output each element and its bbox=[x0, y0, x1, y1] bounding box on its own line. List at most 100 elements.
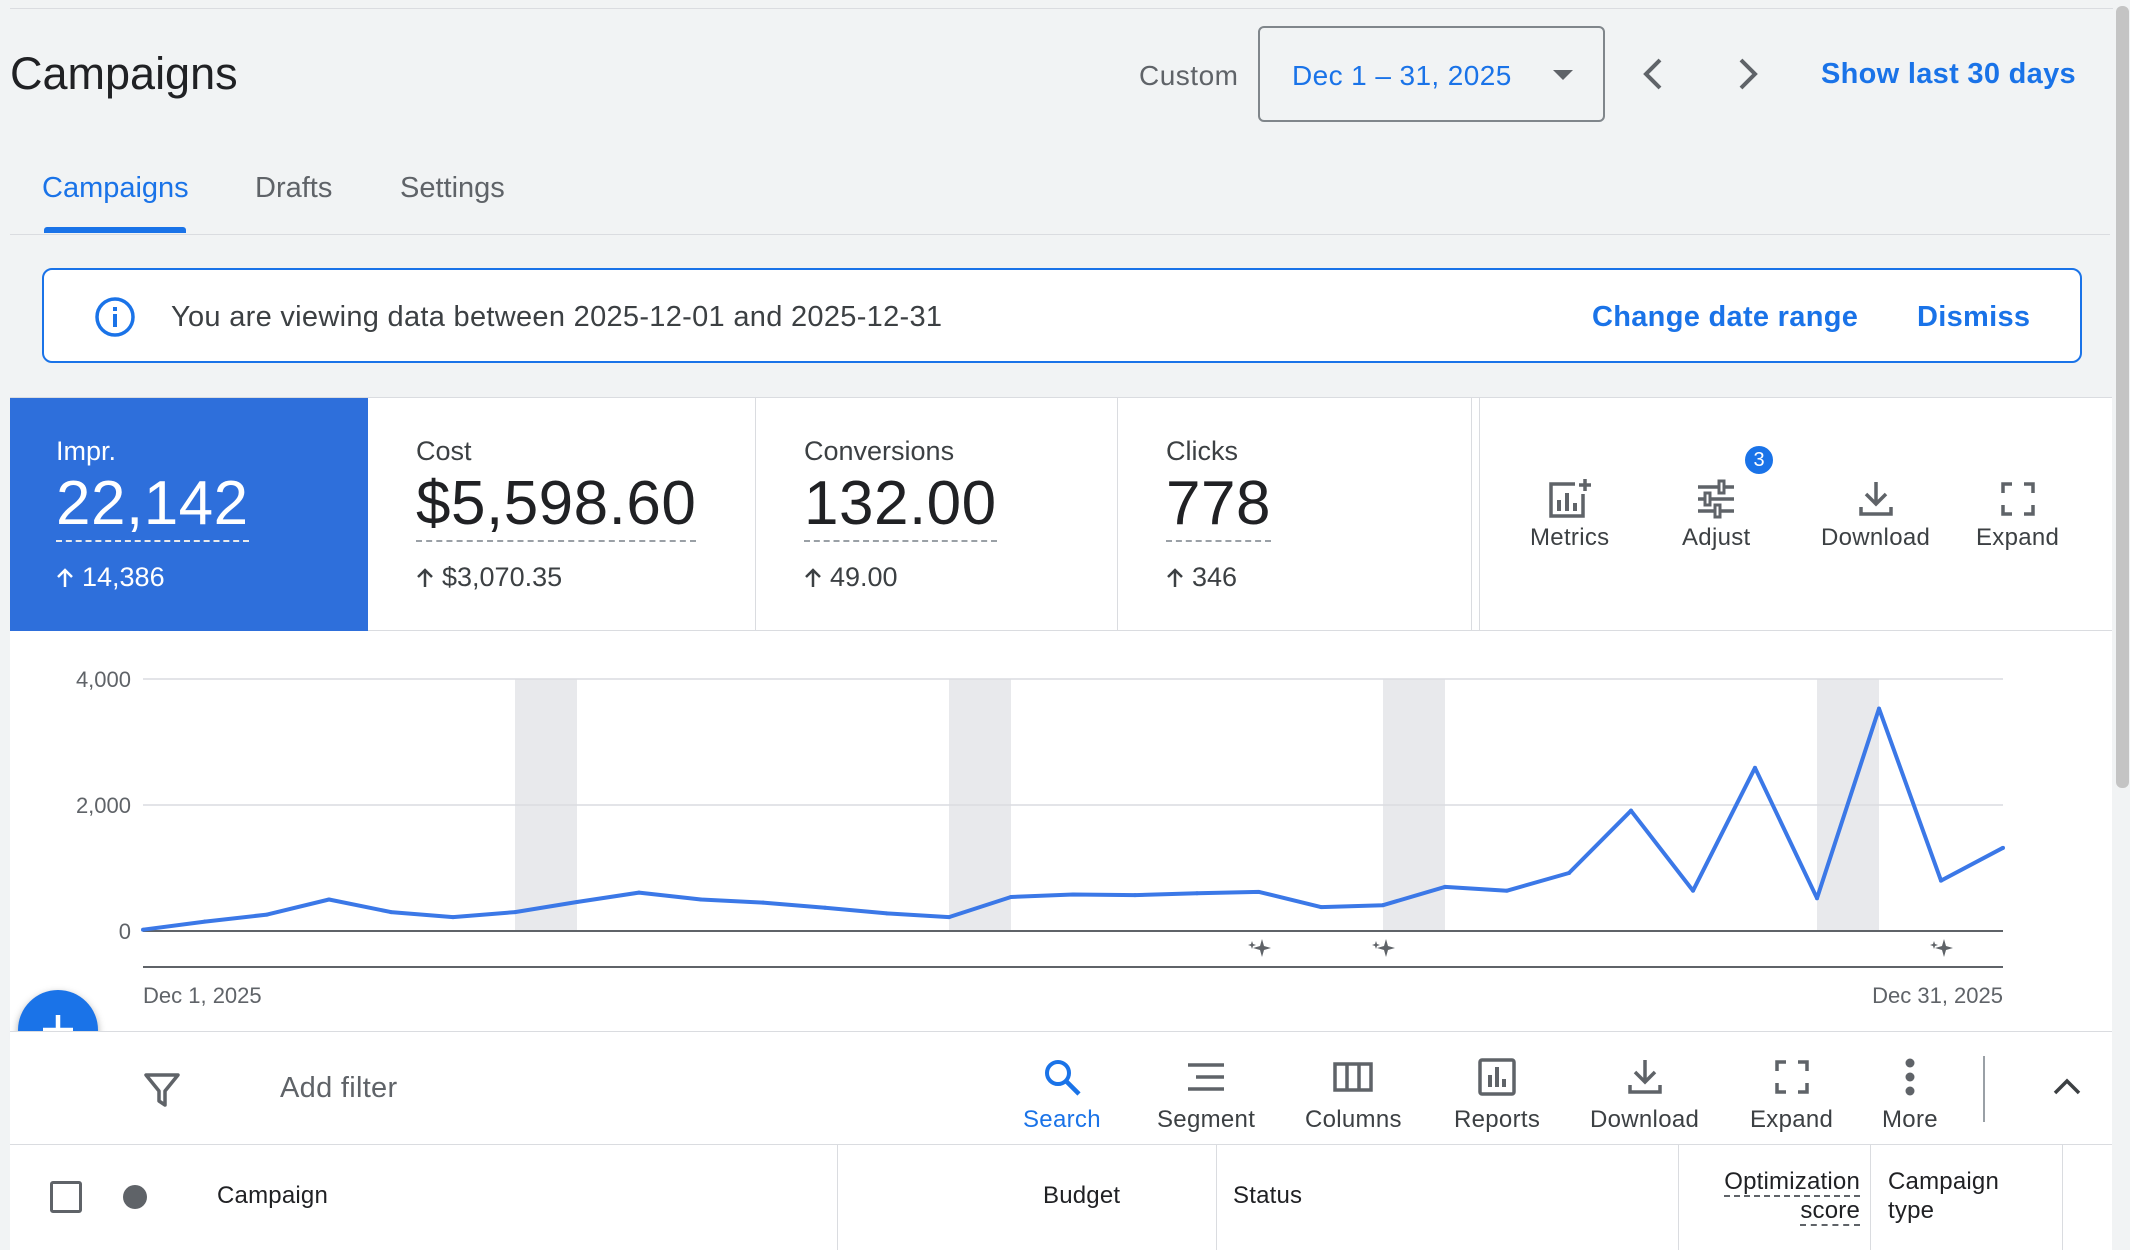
chevron-right-icon bbox=[1739, 58, 1758, 90]
metric-value: 778 bbox=[1166, 469, 1271, 543]
tabs-divider bbox=[10, 234, 2110, 235]
tab-campaigns[interactable]: Campaigns bbox=[42, 172, 189, 204]
column-header-optimization-score[interactable]: Optimization score bbox=[1710, 1167, 1860, 1226]
columns-icon bbox=[1333, 1062, 1374, 1092]
collapse-chevron-up-icon[interactable] bbox=[2052, 1076, 2082, 1096]
download-icon bbox=[1627, 1060, 1662, 1094]
metric-delta: 49.00 bbox=[804, 562, 898, 593]
metric-delta: 14,386 bbox=[56, 562, 165, 593]
data-point bbox=[761, 900, 765, 905]
info-icon bbox=[95, 297, 135, 337]
annotation-sparkle-icon[interactable] bbox=[1372, 939, 1395, 957]
metric-delta-value: $3,070.35 bbox=[442, 562, 563, 592]
data-point bbox=[1133, 893, 1137, 898]
date-range-type-label: Custom bbox=[1139, 60, 1239, 91]
show-last-30-days-link[interactable]: Show last 30 days bbox=[1821, 58, 2076, 90]
column-divider bbox=[1216, 1145, 1217, 1250]
column-header-campaign-type[interactable]: Campaign type bbox=[1888, 1167, 1999, 1225]
metric-label: Clicks bbox=[1166, 436, 1238, 466]
column-divider bbox=[2062, 1145, 2063, 1250]
previous-period-button[interactable] bbox=[1628, 49, 1678, 99]
adjust-button[interactable]: Adjust bbox=[1682, 474, 1751, 552]
table-header-row: Campaign Budget Status Optimization scor… bbox=[10, 1144, 2112, 1250]
table-toolbar: Add filter Search Segment Columns Report… bbox=[10, 1031, 2112, 1144]
arrow-up-icon bbox=[805, 567, 821, 587]
data-point bbox=[451, 915, 455, 920]
adjust-count-badge: 3 bbox=[1743, 444, 1775, 476]
status-dot-icon bbox=[123, 1185, 147, 1209]
column-header-budget[interactable]: Budget bbox=[1043, 1182, 1121, 1209]
metric-card-cost[interactable]: Cost $5,598.60 $3,070.35 bbox=[370, 398, 756, 631]
y-tick-label: 4,000 bbox=[76, 667, 131, 692]
more-button[interactable]: More bbox=[1882, 1054, 1938, 1134]
metric-value: $5,598.60 bbox=[416, 469, 697, 543]
data-point bbox=[1753, 765, 1757, 770]
x-tick-label-start: Dec 1, 2025 bbox=[143, 983, 262, 1008]
y-tick-label: 0 bbox=[119, 919, 131, 944]
annotation-sparkle-icon[interactable] bbox=[1248, 939, 1271, 957]
tab-settings[interactable]: Settings bbox=[400, 172, 505, 204]
annotation-sparkle-icon[interactable] bbox=[1930, 939, 1953, 957]
page-title: Campaigns bbox=[10, 48, 238, 99]
metric-delta-value: 49.00 bbox=[830, 562, 898, 592]
data-point bbox=[327, 897, 331, 902]
chevron-left-icon bbox=[1643, 58, 1662, 90]
column-header-campaign[interactable]: Campaign bbox=[217, 1182, 328, 1209]
card-tools-divider bbox=[1471, 398, 1472, 631]
data-point bbox=[1257, 889, 1261, 894]
arrow-up-icon bbox=[57, 567, 73, 587]
campaign-type-header-line1: Campaign bbox=[1888, 1168, 1999, 1195]
reports-label: Reports bbox=[1454, 1106, 1541, 1133]
table-download-button[interactable]: Download bbox=[1590, 1054, 1699, 1134]
metric-card-conversions[interactable]: Conversions 132.00 49.00 bbox=[756, 398, 1118, 631]
x-tick-label-end: Dec 31, 2025 bbox=[1872, 983, 2003, 1008]
dismiss-link[interactable]: Dismiss bbox=[1917, 301, 2031, 333]
next-period-button[interactable] bbox=[1723, 49, 1773, 99]
data-point bbox=[141, 927, 145, 932]
line-chart: 4,000 2,000 0 Dec 1, 2025 Dec 31, 2025 bbox=[76, 667, 2005, 1008]
column-divider bbox=[1870, 1145, 1871, 1250]
metric-value: 132.00 bbox=[804, 469, 997, 543]
metric-delta-value: 346 bbox=[1192, 562, 1238, 592]
date-range-select[interactable]: Dec 1 – 31, 2025 bbox=[1258, 26, 1605, 122]
metric-cards: Impr. 22,142 14,386 Cost $5,598.60 $3,07… bbox=[10, 397, 2112, 631]
card-expand-label: Expand bbox=[1976, 524, 2060, 551]
column-divider[interactable] bbox=[837, 1145, 838, 1250]
search-label: Search bbox=[1023, 1106, 1101, 1133]
tab-drafts[interactable]: Drafts bbox=[255, 172, 333, 204]
metric-card-clicks[interactable]: Clicks 778 346 bbox=[1118, 398, 1480, 631]
data-point bbox=[1939, 878, 1943, 883]
optimization-header-line2: score bbox=[1800, 1197, 1860, 1226]
data-point bbox=[1691, 888, 1695, 893]
columns-button[interactable]: Columns bbox=[1305, 1054, 1402, 1134]
column-header-status[interactable]: Status bbox=[1233, 1182, 1303, 1209]
data-point bbox=[1505, 888, 1509, 893]
optimization-header-line1: Optimization bbox=[1724, 1168, 1860, 1197]
metric-label: Impr. bbox=[56, 436, 117, 466]
data-point bbox=[1381, 903, 1385, 908]
scrollbar-thumb[interactable] bbox=[2116, 6, 2129, 788]
table-expand-label: Expand bbox=[1750, 1106, 1834, 1133]
card-download-button[interactable]: Download bbox=[1821, 474, 1930, 552]
data-point bbox=[575, 900, 579, 905]
add-filter-button[interactable]: Add filter bbox=[280, 1072, 398, 1104]
search-icon bbox=[1044, 1060, 1081, 1096]
banner-message: You are viewing data between 2025-12-01 … bbox=[171, 301, 943, 333]
card-expand-button[interactable]: Expand bbox=[1976, 474, 2059, 552]
metric-label: Conversions bbox=[804, 436, 955, 466]
dropdown-caret-icon bbox=[1553, 70, 1573, 80]
segment-button[interactable]: Segment bbox=[1157, 1054, 1255, 1134]
adjust-button-label: Adjust bbox=[1682, 524, 1751, 551]
data-point bbox=[1815, 896, 1819, 901]
search-button[interactable]: Search bbox=[1023, 1054, 1101, 1134]
segment-icon bbox=[1188, 1063, 1225, 1091]
metric-card-impressions[interactable]: Impr. 22,142 14,386 bbox=[10, 398, 368, 631]
card-download-label: Download bbox=[1821, 524, 1931, 551]
select-all-checkbox[interactable] bbox=[50, 1181, 82, 1213]
change-date-range-link[interactable]: Change date range bbox=[1592, 301, 1859, 333]
reports-button[interactable]: Reports bbox=[1454, 1054, 1540, 1134]
metric-delta: $3,070.35 bbox=[416, 562, 562, 593]
metrics-button[interactable]: Metrics bbox=[1530, 474, 1609, 552]
table-expand-button[interactable]: Expand bbox=[1750, 1054, 1833, 1134]
data-point bbox=[1629, 808, 1633, 813]
